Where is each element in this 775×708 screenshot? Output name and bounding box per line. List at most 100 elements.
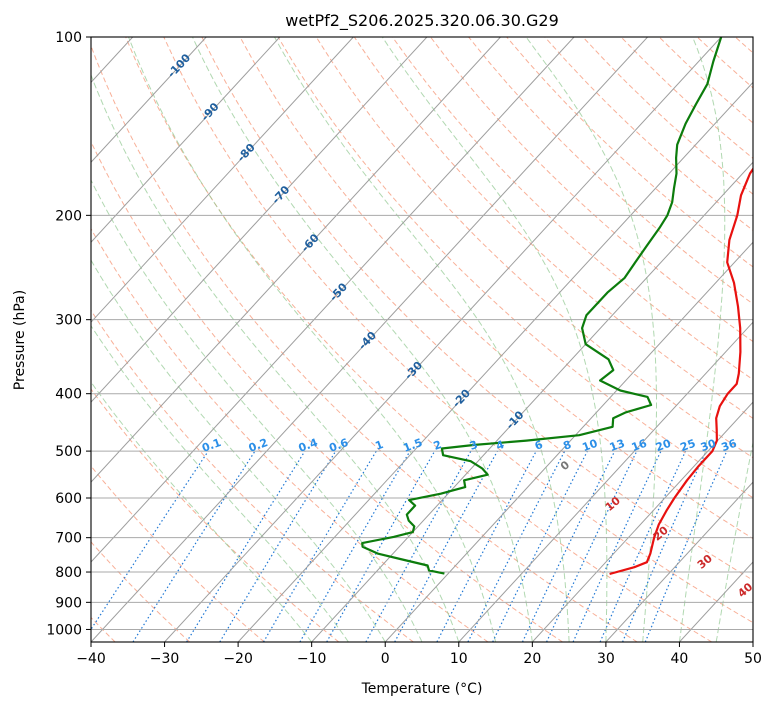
moist-adiabat bbox=[678, 37, 726, 642]
mixing-ratio-label: 25 bbox=[678, 437, 697, 454]
mixing-ratio-label: 0.6 bbox=[327, 436, 350, 455]
dry-adiabat bbox=[696, 37, 753, 89]
x-tick-label: 0 bbox=[381, 651, 390, 667]
isotherm-line bbox=[679, 561, 753, 642]
mixing-ratio-line bbox=[521, 450, 616, 642]
isotherm-line bbox=[91, 37, 428, 403]
isotherm-line bbox=[91, 37, 575, 563]
dry-adiabat bbox=[468, 37, 753, 305]
overlay-labels: -100-90-80-70-60-50-40-30-20-100.1 0.2 0.4… bbox=[165, 51, 753, 600]
dry-adiabat bbox=[277, 37, 753, 499]
x-tick-label: 50 bbox=[744, 651, 762, 667]
mixing-ratio-label: 4 bbox=[494, 438, 506, 453]
mixing-ratio-label: 6 bbox=[533, 438, 545, 453]
mixing-ratio-label: 3 bbox=[468, 438, 480, 453]
mixing-ratio-line bbox=[644, 450, 728, 642]
mixing-ratio-label: 2 bbox=[432, 438, 444, 453]
mixing-ratio-line bbox=[299, 450, 411, 642]
mixing-ratio-line bbox=[186, 450, 306, 642]
mixing-ratio-line bbox=[467, 450, 566, 642]
moist-adiabat bbox=[128, 37, 497, 642]
y-tick-label: 700 bbox=[55, 531, 82, 547]
moist-adiabat bbox=[91, 324, 349, 642]
moist-adiabat bbox=[91, 179, 423, 642]
dry-adiabat bbox=[353, 37, 753, 419]
dry-adiabat bbox=[506, 37, 753, 268]
moist-adiabat bbox=[91, 381, 313, 642]
mixing-ratio-line bbox=[219, 450, 337, 642]
y-tick-label: 500 bbox=[55, 444, 82, 460]
isotherm-line bbox=[531, 401, 753, 642]
y-tick-label: 200 bbox=[55, 208, 82, 224]
data-lines bbox=[361, 37, 753, 576]
x-tick-label: −20 bbox=[223, 651, 253, 667]
dry-adiabat bbox=[91, 227, 489, 642]
mixing-ratio-line bbox=[622, 450, 707, 642]
mixing-ratio-label: 8 bbox=[561, 438, 573, 453]
isotherm-line bbox=[91, 37, 207, 164]
dry-adiabat bbox=[582, 37, 753, 195]
dry-adiabat bbox=[91, 541, 191, 642]
isotherm-line bbox=[752, 641, 753, 642]
dewpoint-line bbox=[361, 37, 723, 575]
x-tick-label: 20 bbox=[523, 651, 541, 667]
dry-adiabat bbox=[91, 140, 563, 642]
moist-adiabat bbox=[274, 37, 570, 642]
isotherm-line bbox=[311, 161, 753, 642]
mixing-ratio-line bbox=[365, 450, 472, 642]
y-tick-label: 100 bbox=[55, 30, 82, 46]
isotherm-line bbox=[91, 37, 354, 323]
x-tick-label: −30 bbox=[150, 651, 180, 667]
mixing-ratio-line bbox=[132, 450, 256, 642]
mixing-ratio-line bbox=[326, 450, 436, 642]
moist-adiabat bbox=[525, 37, 657, 642]
isotherm-line bbox=[91, 37, 501, 483]
moist-adiabat bbox=[381, 37, 608, 642]
mixing-ratio-label: 0.1 bbox=[200, 436, 223, 455]
moist-adiabat bbox=[192, 37, 533, 642]
moist-adiabat bbox=[91, 73, 460, 642]
mixing-ratio-line bbox=[599, 450, 687, 642]
isotherm-line bbox=[164, 37, 722, 642]
plot-frame bbox=[90, 36, 754, 643]
chart-title: wetPf2_S206.2025.320.06.30.G29 bbox=[285, 11, 559, 31]
mixing-ratio-label: 30 bbox=[699, 437, 718, 455]
mixing-ratio-label: 0.2 bbox=[247, 436, 270, 455]
isotherm-line bbox=[384, 241, 753, 642]
isotherm-line bbox=[237, 81, 753, 642]
dry-adiabat bbox=[163, 37, 753, 624]
mixing-ratio-label: 20 bbox=[654, 437, 673, 455]
mixing-ratio-label: 13 bbox=[608, 437, 627, 454]
isotherm-line bbox=[91, 37, 648, 642]
mixing-ratio-label: 10 bbox=[580, 437, 599, 455]
mixing-ratio-label: 16 bbox=[630, 437, 649, 455]
mixing-ratio-label: 1 bbox=[373, 438, 385, 453]
y-axis-title: Pressure (hPa) bbox=[12, 290, 28, 390]
dry-adiabat bbox=[91, 309, 414, 642]
isotherm-line bbox=[605, 481, 753, 642]
x-tick-label: 10 bbox=[450, 651, 468, 667]
mixing-ratio-label: 1.5 bbox=[401, 436, 424, 455]
axis-ticks: −40 −30 −20 −10 0 10 20 30 40 5010020030040050060… bbox=[46, 30, 762, 667]
dry-adiabat bbox=[201, 37, 753, 581]
y-tick-label: 900 bbox=[55, 595, 82, 611]
mixing-ratio-line bbox=[91, 450, 209, 631]
y-tick-label: 300 bbox=[55, 313, 82, 329]
isotherm-line bbox=[0, 37, 59, 642]
dry-adiabat bbox=[239, 37, 753, 540]
mixing-ratio-line bbox=[572, 450, 662, 642]
isotherm-line bbox=[458, 321, 753, 642]
y-tick-label: 1000 bbox=[46, 622, 82, 638]
background-lines bbox=[0, 37, 753, 642]
dry-adiabat bbox=[91, 44, 638, 642]
temperature-line bbox=[609, 167, 753, 576]
isotherm-line bbox=[91, 37, 281, 243]
dry-adiabat bbox=[620, 37, 753, 160]
mixing-ratio-line bbox=[394, 450, 498, 642]
mixing-ratio-label: 36 bbox=[720, 437, 739, 455]
x-tick-label: 40 bbox=[671, 651, 689, 667]
dry-adiabat bbox=[430, 37, 753, 343]
mixing-ratio-label: 0.4 bbox=[297, 436, 320, 455]
